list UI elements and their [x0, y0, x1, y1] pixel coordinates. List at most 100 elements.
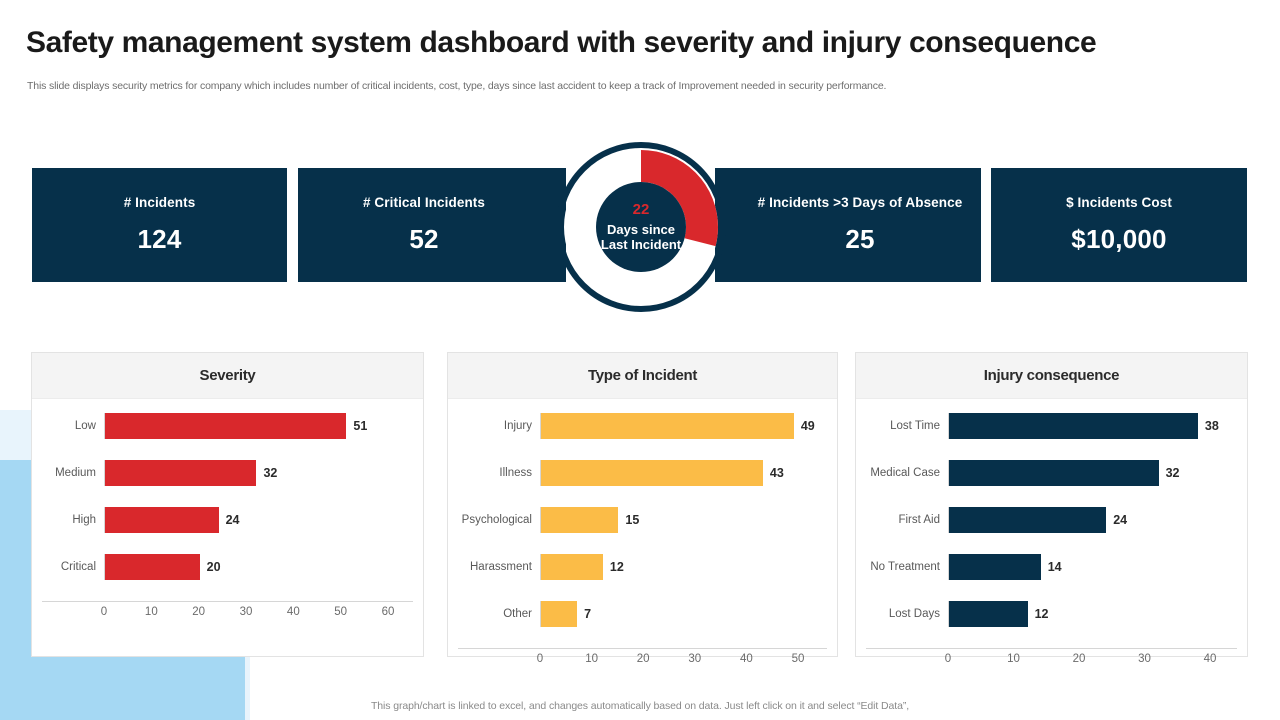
bar[interactable]	[949, 601, 1028, 627]
bar-row: First Aid 24	[866, 507, 1237, 533]
bar[interactable]	[949, 460, 1159, 486]
chart-body: Low 51 Medium 32 High 24 Critical 20 0 10 20 30 40 5…	[32, 399, 423, 657]
chart-card-injury-consequence[interactable]: Injury consequence Lost Time 38 Medical Ca…	[855, 352, 1248, 665]
bar[interactable]	[105, 413, 347, 439]
bar-track: 12	[540, 554, 827, 580]
bar-value-label: 12	[609, 560, 624, 574]
footer-note: This graph/chart is linked to excel, and…	[370, 700, 910, 712]
bar-value-label: 32	[1165, 466, 1180, 480]
axis-tick-label: 50	[791, 653, 805, 665]
chart-body: Lost Time 38 Medical Case 32 First Aid 24 No T…	[856, 399, 1247, 665]
bar[interactable]	[105, 554, 200, 580]
kpi-card-incidents[interactable]: # Incidents 124	[32, 168, 287, 282]
bar-value-label: 20	[206, 560, 221, 574]
axis-tick-label: 0	[100, 606, 108, 618]
axis-tick-label: 10	[1007, 653, 1020, 665]
bar-track: 51	[104, 413, 413, 439]
kpi-label: # Incidents	[123, 195, 196, 210]
bar[interactable]	[105, 460, 257, 486]
bar-row: High 24	[42, 507, 413, 533]
bar-category-label: Illness	[499, 467, 532, 479]
bar-row: Psychological 15	[458, 507, 827, 533]
bar-rows: Low 51 Medium 32 High 24 Critical 20	[42, 413, 413, 580]
bar[interactable]	[541, 601, 578, 627]
bar-value-label: 12	[1034, 607, 1049, 621]
bar-rows: Lost Time 38 Medical Case 32 First Aid 24 No T…	[866, 413, 1237, 627]
bar-track: 49	[540, 413, 827, 439]
kpi-card-critical-incidents[interactable]: # Critical Incidents 52	[298, 168, 566, 282]
bar-track: 7	[540, 601, 827, 627]
kpi-card-incidents-cost[interactable]: $ Incidents Cost $10,000	[991, 168, 1247, 282]
bar-track: 14	[948, 554, 1237, 580]
bar-track: 38	[948, 413, 1237, 439]
axis-tick-label: 40	[739, 653, 753, 665]
bar[interactable]	[949, 413, 1198, 439]
bar[interactable]	[541, 507, 619, 533]
axis-tick-label: 0	[944, 653, 952, 665]
bar[interactable]	[949, 507, 1107, 533]
bar-value-label: 32	[263, 466, 278, 480]
x-axis: 0 10 20 30 40 50	[458, 648, 827, 670]
kpi-value: $10,000	[1071, 224, 1167, 254]
axis-tick-label: 0	[536, 653, 544, 665]
bar-value-label: 49	[800, 419, 815, 433]
axis-tick-label: 20	[1072, 653, 1086, 665]
bar-track: 43	[540, 460, 827, 486]
kpi-card-incidents-over-3-days-absence[interactable]: # Incidents >3 Days of Absence 25	[715, 168, 981, 282]
kpi-label: $ Incidents Cost	[1066, 195, 1172, 210]
axis-tick-label: 20	[192, 606, 206, 618]
bar-category-label: Injury	[503, 420, 532, 432]
bar-value-label: 51	[353, 419, 368, 433]
kpi-value: 25	[845, 224, 875, 254]
bar[interactable]	[949, 554, 1041, 580]
bar-track: 24	[948, 507, 1237, 533]
bar-category-label: Low	[74, 420, 96, 432]
axis-tick-label: 10	[144, 606, 158, 618]
axis-tick-label: 40	[286, 606, 300, 618]
bar[interactable]	[541, 413, 794, 439]
chart-body: Injury 49 Illness 43 Psychological 15 Harassme…	[448, 399, 837, 665]
bar-track: 24	[104, 507, 413, 533]
chart-title: Type of Incident	[587, 367, 698, 384]
bar-track: 15	[540, 507, 827, 533]
bar-category-label: High	[72, 514, 96, 526]
days-since-last-incident-gauge[interactable]: 22 Days since Last Incident	[556, 142, 726, 312]
axis-tick-label: 10	[585, 653, 598, 665]
chart-card-type-of-incident[interactable]: Type of Incident Injury 49 Illness 43 Psycho…	[447, 352, 838, 665]
bar-category-label: Other	[503, 608, 532, 620]
bar-category-label: Harassment	[470, 561, 532, 573]
bar-value-label: 43	[769, 466, 784, 480]
bar[interactable]	[541, 554, 603, 580]
bar-row: Low 51	[42, 413, 413, 439]
kpi-label: # Critical Incidents	[362, 195, 486, 210]
bar-row: Lost Time 38	[866, 413, 1237, 439]
chart-card-severity[interactable]: Severity Low 51 Medium 32 High 24 Critical 20 0…	[31, 352, 424, 657]
bar-row: Medical Case 32	[866, 460, 1237, 486]
bar-track: 32	[948, 460, 1237, 486]
axis-tick-label: 30	[688, 653, 702, 665]
x-axis: 0 10 20 30 40 50 60	[42, 601, 413, 623]
bar-track: 20	[104, 554, 413, 580]
bar-category-label: Lost Time	[890, 420, 940, 432]
bar-category-label: Psychological	[461, 514, 532, 526]
bar-row: No Treatment 14	[866, 554, 1237, 580]
bar-value-label: 24	[1113, 513, 1128, 527]
bar-row: Injury 49	[458, 413, 827, 439]
bar[interactable]	[105, 507, 219, 533]
bar-rows: Injury 49 Illness 43 Psychological 15 Harassme…	[458, 413, 827, 627]
axis-tick-label: 30	[239, 606, 253, 618]
chart-card-header: Type of Incident	[448, 353, 837, 399]
bar[interactable]	[541, 460, 763, 486]
bar-value-label: 14	[1047, 560, 1062, 574]
bar-value-label: 38	[1204, 419, 1219, 433]
axis-tick-label: 50	[334, 606, 348, 618]
kpi-label: # Incidents >3 Days of Absence	[757, 195, 963, 210]
bar-track: 32	[104, 460, 413, 486]
bar-category-label: Critical	[60, 561, 96, 573]
axis-tick-label: 30	[1138, 653, 1151, 665]
bar-row: Harassment 12	[458, 554, 827, 580]
axis-tick-label: 20	[636, 653, 650, 665]
bar-track: 12	[948, 601, 1237, 627]
bar-category-label: First Aid	[898, 514, 940, 526]
